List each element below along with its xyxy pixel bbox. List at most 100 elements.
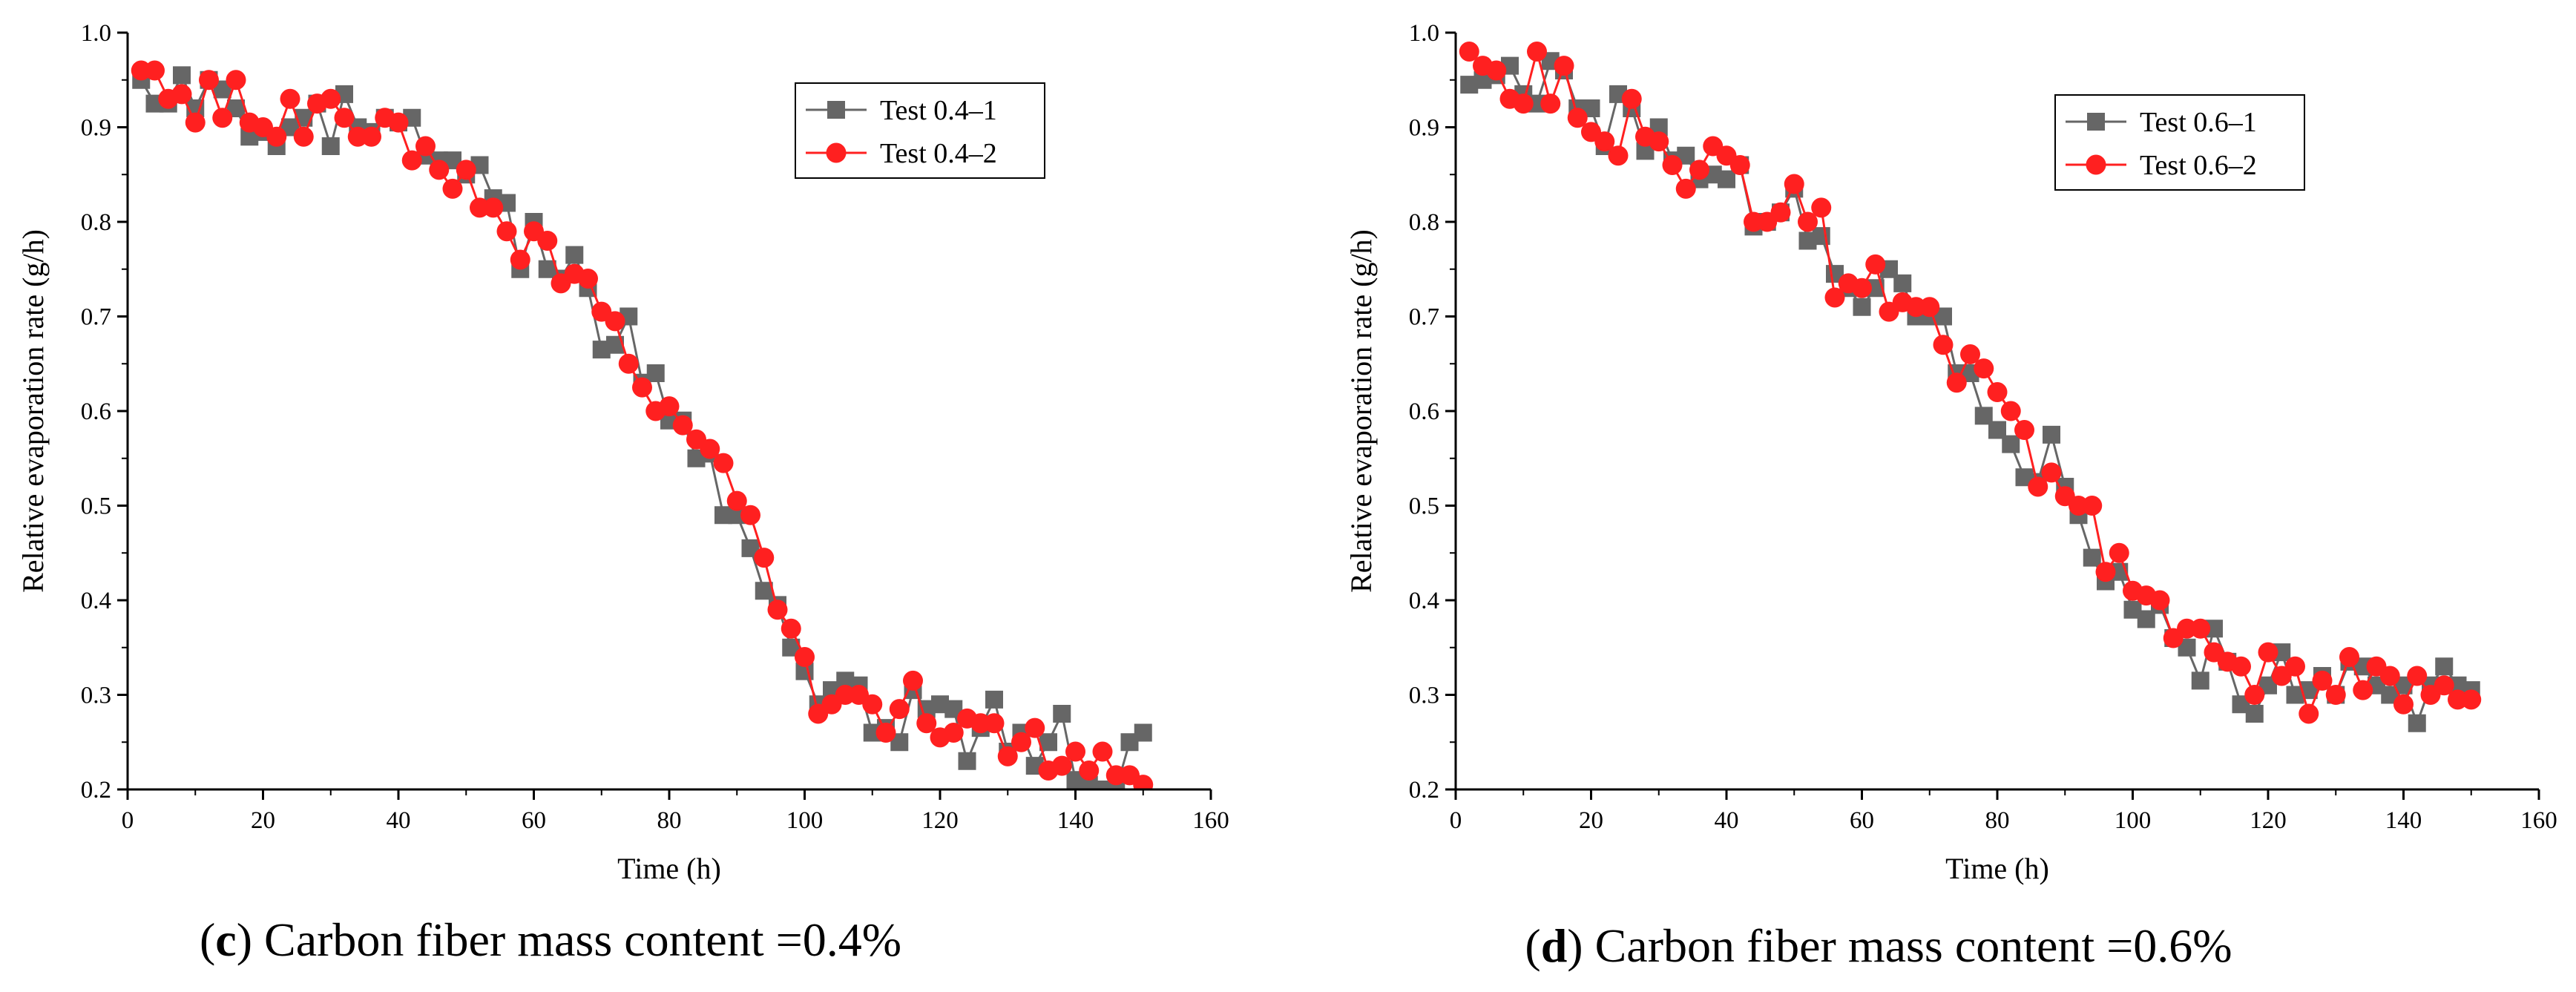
x-tick-label: 80 (1985, 807, 2010, 834)
data-point (2393, 694, 2414, 715)
data-point (2244, 685, 2265, 705)
y-tick-label: 0.2 (1409, 777, 1439, 804)
data-point (1133, 775, 1154, 789)
data-point (1039, 733, 1057, 752)
data-point (1567, 108, 1588, 128)
y-tick-label: 0.8 (1409, 209, 1439, 236)
y-tick-label: 0.6 (1409, 398, 1439, 425)
data-point (1594, 131, 1615, 152)
series-2 (131, 60, 1154, 789)
data-point (2002, 435, 2020, 453)
data-point (1675, 178, 1696, 199)
legend-label: Test 0.4–1 (880, 95, 997, 126)
data-point (2231, 656, 2251, 677)
data-point (1974, 358, 1994, 379)
data-point (1051, 755, 1072, 776)
data-point (415, 136, 436, 157)
data-point (1770, 202, 1791, 223)
data-point (429, 160, 450, 180)
y-tick-label: 0.5 (81, 493, 111, 520)
data-point (659, 396, 680, 417)
data-point (1987, 382, 2008, 402)
data-point (754, 548, 775, 568)
data-point (1933, 335, 1954, 355)
data-point (442, 178, 463, 199)
y-tick-label: 0.4 (81, 588, 111, 614)
data-point (2408, 714, 2426, 732)
data-point (2014, 420, 2034, 440)
data-point (1134, 723, 1152, 742)
data-point (1065, 741, 1085, 762)
data-point (997, 746, 1018, 766)
data-point (618, 353, 639, 374)
x-axis-title: Time (h) (1945, 852, 2049, 885)
data-point (2043, 425, 2060, 444)
data-point (700, 438, 720, 459)
y-tick-label: 0.9 (1409, 115, 1439, 142)
data-point (266, 126, 287, 147)
data-point (2000, 401, 2021, 421)
caption-open-paren: ( (200, 913, 215, 966)
data-point (1853, 298, 1871, 316)
data-point (185, 112, 206, 133)
caption-open-paren: ( (1525, 919, 1540, 972)
legend-label: Test 0.4–2 (880, 138, 997, 169)
legend: Test 0.6–1 Test 0.6–2 (2054, 94, 2305, 191)
y-tick-label: 0.3 (1409, 683, 1439, 709)
data-point (212, 108, 233, 128)
data-point (1527, 42, 1547, 62)
chart-panel-d: 0 20 40 60 80 100 120 140 160 0.2 0.3 0.4 0.5 0.6 0.7 0… (1344, 20, 2557, 972)
data-point (2407, 666, 2428, 686)
x-tick-label: 100 (786, 807, 824, 834)
data-point (916, 713, 937, 734)
data-point (781, 618, 801, 639)
data-point (2095, 562, 2116, 582)
data-point (1092, 741, 1113, 762)
x-tick-label: 120 (2250, 807, 2287, 834)
x-tick-label: 160 (1192, 807, 1229, 834)
data-point (1784, 174, 1804, 194)
y-tick-label: 0.5 (1409, 493, 1439, 520)
data-point (1729, 155, 1750, 175)
data-point (1459, 42, 1479, 62)
data-point (361, 126, 381, 147)
data-point (903, 670, 923, 691)
y-tick-label: 0.8 (81, 209, 111, 236)
data-point (578, 269, 598, 289)
data-point (1852, 277, 1872, 298)
data-point (1025, 717, 1045, 738)
x-tick-label: 140 (1057, 807, 1094, 834)
data-point (2435, 657, 2454, 676)
data-point (2149, 590, 2170, 611)
data-point (1865, 254, 1886, 275)
figure-caption: (c) Carbon fiber mass content =0.4% (200, 913, 901, 966)
data-point (862, 694, 883, 715)
x-tick-label: 20 (251, 807, 275, 834)
caption-close-paren: ) (1567, 919, 1594, 972)
x-tick-label: 160 (2520, 807, 2557, 834)
data-point (2285, 656, 2305, 677)
data-point (321, 88, 341, 109)
data-point (726, 490, 747, 511)
data-point (401, 150, 422, 171)
y-axis-title: Relative evaporation rate (g/h) (1344, 229, 1378, 593)
x-tick-label: 100 (2115, 807, 2152, 834)
data-point (2434, 675, 2454, 696)
legend: Test 0.4–1 Test 0.4–2 (795, 82, 1045, 179)
caption-letter: c (215, 913, 236, 966)
data-point (1608, 145, 1629, 166)
data-point (1621, 88, 1642, 109)
data-point (958, 752, 976, 770)
data-point (1946, 372, 1967, 393)
data-point (1486, 60, 1507, 81)
data-point (2353, 680, 2373, 700)
data-point (1554, 56, 1574, 76)
caption-close-paren: ) (237, 913, 264, 966)
data-point (2082, 496, 2103, 516)
data-point (565, 246, 584, 264)
x-tick-label: 40 (387, 807, 411, 834)
x-tick-label: 140 (2385, 807, 2422, 834)
data-point (1094, 781, 1111, 789)
caption-letter: d (1541, 919, 1568, 972)
